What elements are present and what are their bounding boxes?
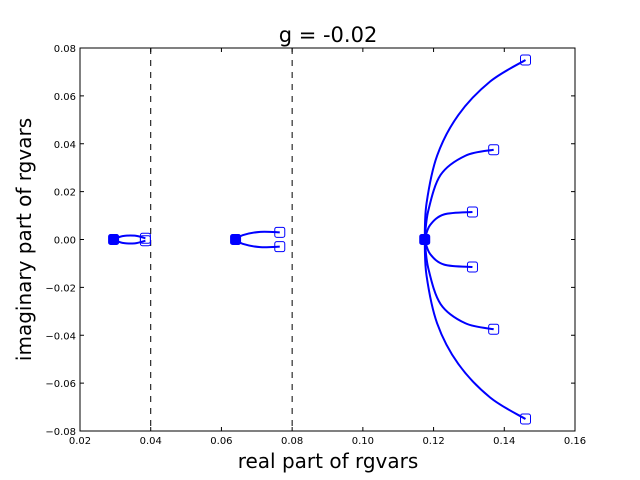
- trajectory-line-6: [423, 148, 494, 240]
- end-marker-7: [488, 323, 500, 335]
- trajectory-line-8: [423, 59, 527, 240]
- y-tick-label-7: 0.06: [54, 92, 76, 103]
- trajectory-line-4: [423, 210, 473, 240]
- chart-title: g = -0.02: [279, 23, 378, 47]
- end-marker-5: [466, 261, 478, 273]
- y-tick-label-4: 0.00: [54, 236, 76, 247]
- x-tick-label-1: 0.04: [140, 436, 162, 447]
- x-tick-label-2: 0.06: [210, 436, 232, 447]
- y-tick-label-3: −0.02: [45, 283, 76, 294]
- end-marker-9: [520, 413, 531, 425]
- y-tick-label-2: −0.04: [45, 331, 76, 342]
- end-marker-3: [274, 241, 286, 253]
- end-marker-8: [520, 54, 531, 66]
- start-marker-2: [419, 234, 431, 245]
- end-marker-2: [274, 226, 286, 238]
- start-marker-0: [108, 234, 120, 245]
- y-axis-label: imaginary part of rgvars: [12, 118, 36, 361]
- x-tick-label-0: 0.02: [69, 436, 91, 447]
- end-marker-1: [139, 235, 151, 247]
- y-tick-label-5: 0.02: [54, 188, 76, 199]
- axis-ticks: 0.02 0.04 0.06 0.08 0.10 0.12 0.14 0.16 −0.08 −0.…: [45, 44, 586, 447]
- x-tick-label-6: 0.14: [493, 436, 515, 447]
- trajectory-line-9: [423, 239, 527, 420]
- y-tick-label-6: 0.04: [54, 140, 76, 151]
- trajectory-line-5: [423, 239, 473, 269]
- y-tick-label-1: −0.06: [45, 379, 76, 390]
- plot-area: [113, 48, 527, 431]
- trajectory-line-7: [423, 239, 494, 331]
- x-tick-label-7: 0.16: [564, 436, 586, 447]
- y-tick-label-8: 0.08: [54, 44, 76, 55]
- y-tick-label-0: −0.08: [45, 427, 76, 438]
- x-tick-label-4: 0.10: [352, 436, 374, 447]
- start-marker-1: [230, 234, 242, 245]
- x-tick-label-3: 0.08: [281, 436, 303, 447]
- x-tick-label-5: 0.12: [422, 436, 444, 447]
- end-marker-6: [488, 144, 500, 156]
- end-marker-4: [466, 206, 478, 218]
- x-axis-label: real part of rgvars: [238, 449, 419, 473]
